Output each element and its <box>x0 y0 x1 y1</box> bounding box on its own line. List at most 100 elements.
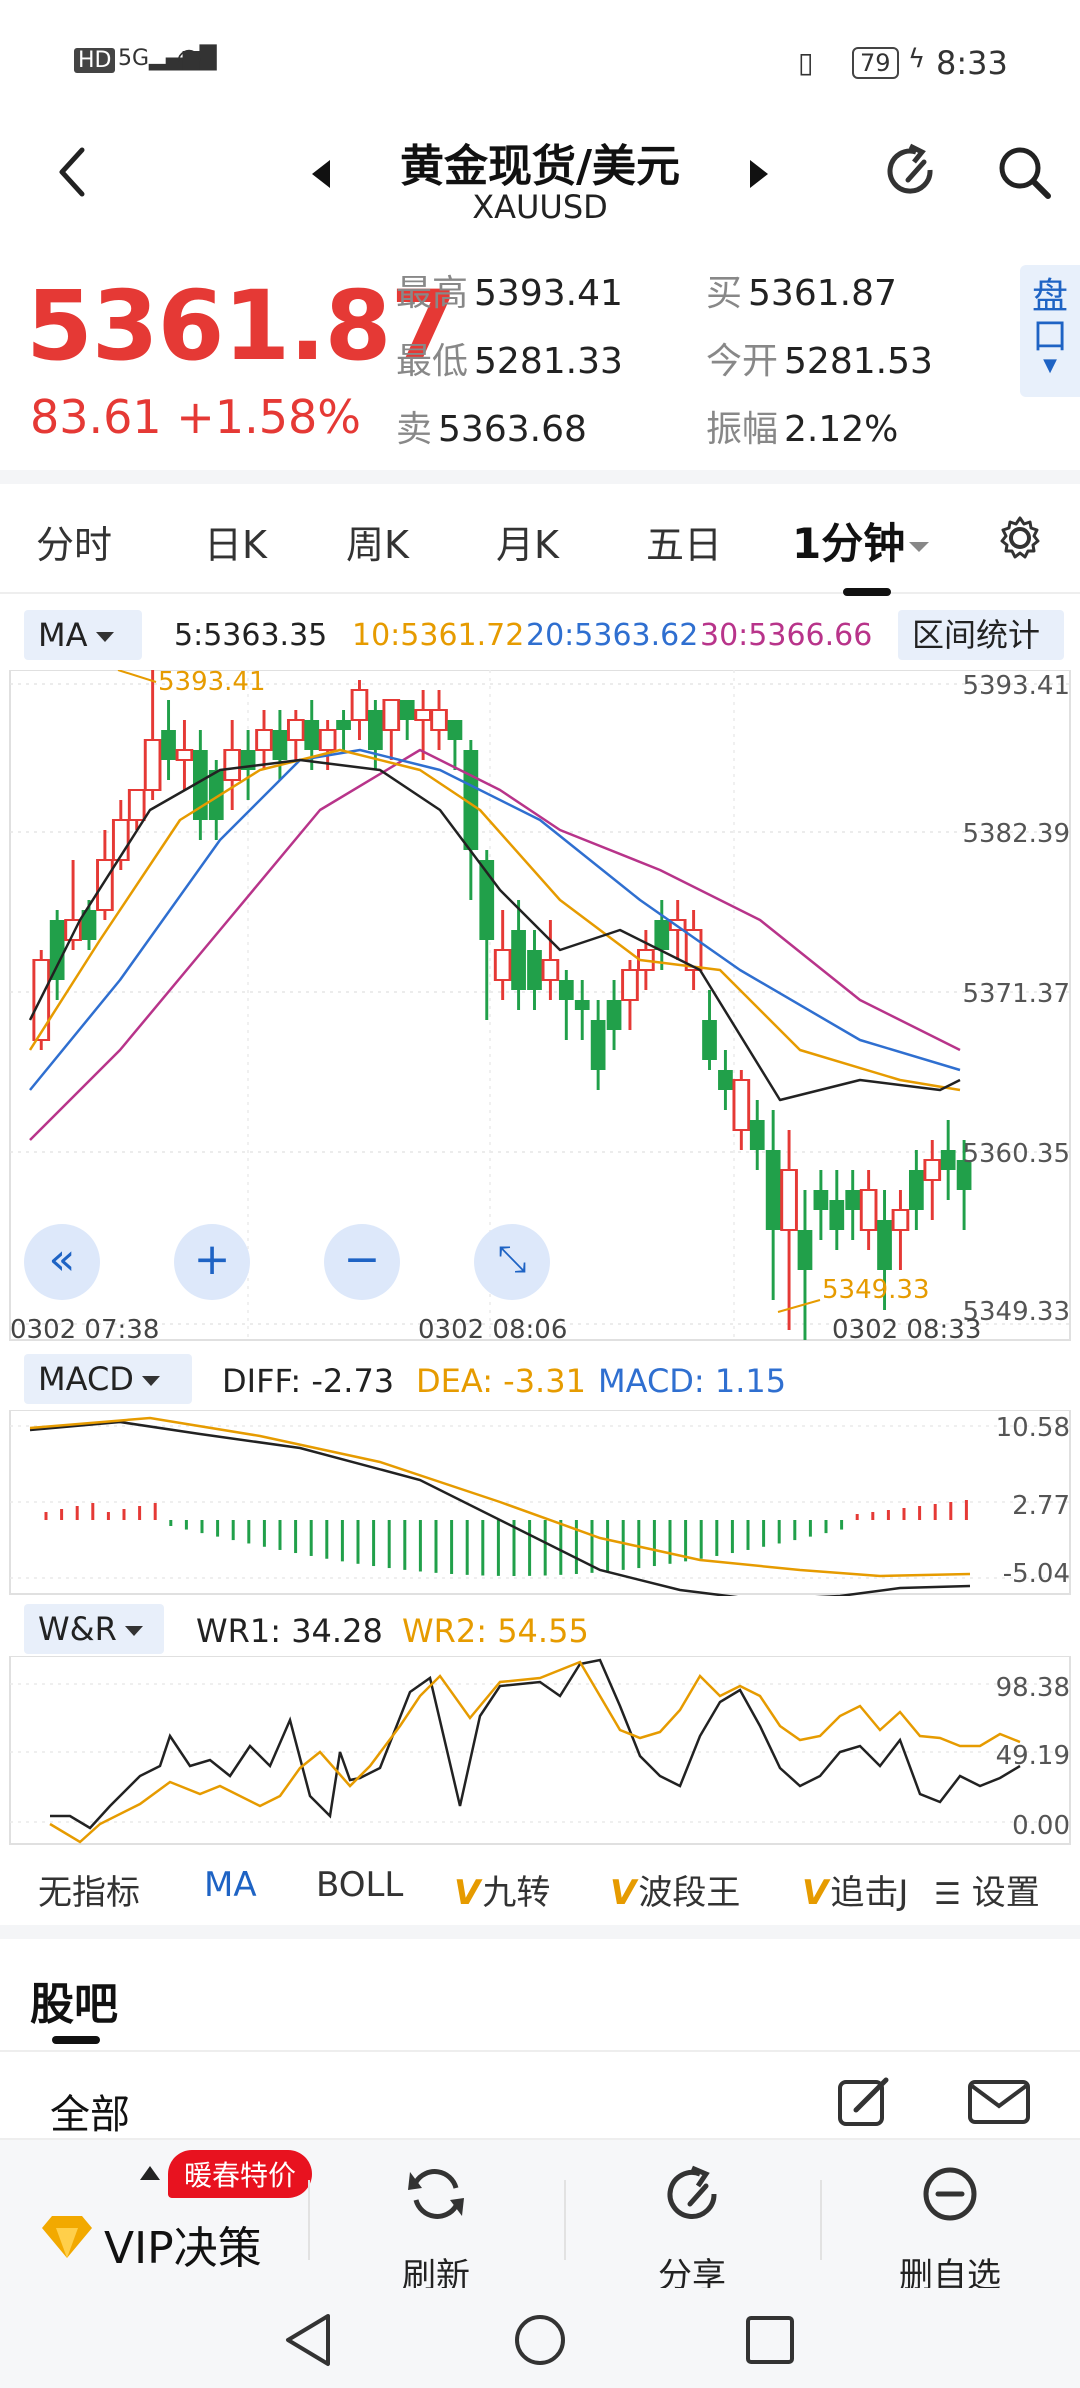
tab-daily-k[interactable]: 日K <box>204 523 267 567</box>
sell-cell: 卖 5363.68 <box>396 409 587 450</box>
ma-selector[interactable]: MA <box>24 610 142 660</box>
wr1-line <box>50 1658 1021 1830</box>
filter-all[interactable]: 全部 <box>50 2092 130 2138</box>
macd-selector[interactable]: MACD <box>24 1354 192 1404</box>
nav-back-icon[interactable] <box>282 2312 336 2368</box>
vip-decision-button[interactable]: VIP决策 <box>26 2206 306 2276</box>
candle-body-down <box>765 1150 781 1230</box>
mail-icon[interactable] <box>966 2078 1032 2128</box>
candle-body-down <box>304 720 320 750</box>
candle-body-up <box>859 1189 878 1231</box>
kline-candles <box>32 670 972 1340</box>
macd-y-label: 10.58 <box>996 1413 1070 1443</box>
chevron-up-icon <box>140 2166 160 2180</box>
edit-post-icon[interactable] <box>836 2074 892 2130</box>
candle-body-down <box>845 1190 861 1210</box>
guba-title[interactable]: 股吧 <box>30 1979 118 2030</box>
candle-body-up <box>732 1079 751 1131</box>
ma10-value: 10:5361.72 <box>352 618 525 653</box>
kline-y-label: 5360.35 <box>962 1139 1070 1169</box>
macd-chart[interactable]: 10.58 2.77 -5.04 <box>0 1410 1080 1596</box>
last-price: 5361.87 <box>26 270 457 382</box>
candle-body-down <box>49 920 65 980</box>
charging-icon: ϟ <box>908 44 926 74</box>
indicator-boduanwang[interactable]: V波段王 <box>610 1865 740 1914</box>
system-nav-bar <box>0 2288 1080 2388</box>
wr-y-axis: 98.38 49.19 0.00 <box>996 1673 1070 1841</box>
wr2-line <box>49 1660 1021 1844</box>
refresh-icon[interactable] <box>404 2162 468 2226</box>
macd-dea-value: DEA: -3.31 <box>416 1362 586 1400</box>
remove-watchlist-icon[interactable] <box>918 2162 982 2226</box>
quote-panel: 5361.87 83.61 +1.58% 最高 5393.41 最低 5281.33… <box>0 250 1080 470</box>
pankou-button[interactable]: 盘口 ▼ <box>1020 265 1080 397</box>
page-title: 黄金现货/美元 <box>399 141 681 192</box>
wr1-value: WR1: 34.28 <box>196 1612 383 1650</box>
kline-frame <box>9 670 1071 1341</box>
kline-y-label: 5349.33 <box>962 1297 1070 1327</box>
high-marker-line <box>117 670 157 683</box>
chevron-down-icon <box>909 541 930 552</box>
macd-selector-label: MACD <box>38 1360 134 1398</box>
indicator-jiuzhuan[interactable]: V九转 <box>454 1865 550 1914</box>
macd-value: MACD: 1.15 <box>598 1362 787 1400</box>
tab-five-day[interactable]: 五日 <box>646 523 723 567</box>
ma-selector-label: MA <box>38 616 88 654</box>
next-instrument-icon[interactable] <box>744 154 774 194</box>
wr-chart[interactable]: 98.38 49.19 0.00 <box>0 1656 1080 1846</box>
back-icon[interactable] <box>52 142 92 202</box>
candle-body-down <box>797 1230 813 1270</box>
nav-home-icon[interactable] <box>512 2312 568 2368</box>
candle-body-down <box>399 700 415 720</box>
candle-body-down <box>829 1200 845 1230</box>
candle-body-up <box>923 1159 942 1181</box>
candle-body-down <box>590 1020 606 1070</box>
candle-body-down <box>192 750 208 820</box>
tab-weekly-k[interactable]: 周K <box>346 523 409 567</box>
candle-body-down <box>574 1000 590 1010</box>
candle-body-up <box>891 1209 910 1231</box>
vip-v-icon: V <box>454 1873 481 1913</box>
indicator-zhuiji[interactable]: V追击J <box>802 1865 930 1914</box>
clock-time: 8:33 <box>936 44 1008 82</box>
hd-icon: HD <box>74 48 116 73</box>
candle-body-down <box>479 860 495 940</box>
chevron-down-icon <box>141 1376 160 1386</box>
prev-instrument-icon[interactable] <box>306 154 336 194</box>
candle-body-down <box>272 730 288 760</box>
kline-chart[interactable]: 5393.41 5382.39 5371.37 5360.35 5349.33 0302… <box>0 670 1080 1350</box>
low-cell: 最低 5281.33 <box>396 341 623 382</box>
guba-tab-indicator <box>52 2036 100 2044</box>
range-stats-button[interactable]: 区间统计 <box>898 610 1064 660</box>
scroll-left-button[interactable]: « <box>24 1224 100 1300</box>
nav-recents-icon[interactable] <box>744 2314 796 2366</box>
vibrate-icon: ▯ <box>798 46 814 79</box>
candle-body-down <box>81 910 97 940</box>
zoom-in-button[interactable]: + <box>174 1224 250 1300</box>
zoom-out-button[interactable]: − <box>324 1224 400 1300</box>
tab-monthly-k[interactable]: 月K <box>496 523 559 567</box>
low-marker-label: 5349.33 <box>822 1275 930 1305</box>
macd-y-label: -5.04 <box>1003 1559 1070 1589</box>
vip-label: VIP决策 <box>104 2223 262 2274</box>
tab-one-minute[interactable]: 1分钟 <box>792 510 930 571</box>
gear-icon[interactable] <box>996 514 1044 562</box>
chevron-down-icon <box>95 632 114 642</box>
search-icon[interactable] <box>992 140 1056 204</box>
candle-body-up <box>541 959 560 981</box>
wr-grid <box>10 1683 1070 1823</box>
indicator-boll[interactable]: BOLL <box>316 1865 404 1905</box>
indicator-none[interactable]: 无指标 <box>38 1873 140 1913</box>
tab-fenshi[interactable]: 分时 <box>36 523 113 567</box>
kline-x-label: 0302 08:33 <box>832 1315 981 1345</box>
expand-icon[interactable]: ⤡ <box>474 1224 550 1300</box>
share-icon[interactable] <box>662 2162 726 2226</box>
wr-selector[interactable]: W&R <box>24 1604 164 1654</box>
candle-body-down <box>956 1160 972 1190</box>
indicator-ma[interactable]: MA <box>204 1865 257 1905</box>
divider <box>0 1925 1080 1939</box>
open-cell: 今开 5281.53 <box>706 341 933 382</box>
indicator-settings-button[interactable]: ☰ 设置 <box>930 1865 1040 1914</box>
share-arrow-icon[interactable] <box>880 140 944 204</box>
buy-cell: 买 5361.87 <box>706 273 897 314</box>
